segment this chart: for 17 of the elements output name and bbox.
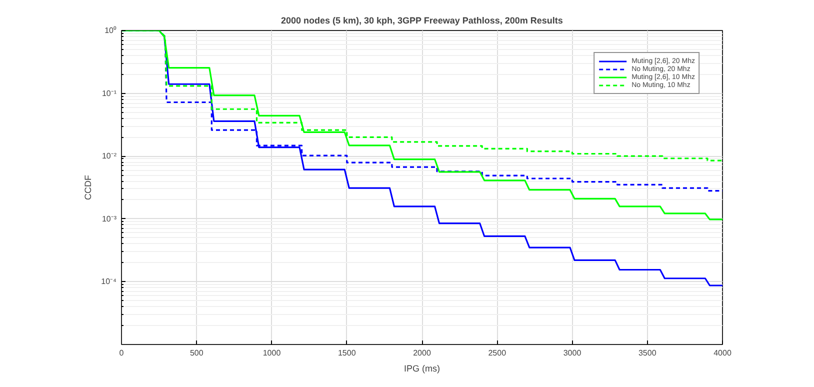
y-tick-label: 10⁻³ xyxy=(102,214,117,224)
x-tick-label: 1500 xyxy=(338,348,356,358)
chart-title: 2000 nodes (5 km), 30 kph, 3GPP Freeway Pathloss, 200m Results xyxy=(280,16,563,26)
x-tick-label: 4000 xyxy=(714,348,732,358)
x-tick-label: 500 xyxy=(190,348,204,358)
x-tick-label: 0 xyxy=(119,348,124,358)
y-tick-label: 10⁻¹ xyxy=(102,88,117,98)
y-tick-label: 10⁻⁴ xyxy=(101,277,118,286)
x-tick-label: 1000 xyxy=(262,348,282,358)
y-tick-label: 10⁻² xyxy=(102,152,117,161)
x-tick-label: 2000 xyxy=(413,348,432,358)
x-axis-title: IPG (ms) xyxy=(404,364,440,374)
x-tick-label: 3000 xyxy=(563,348,582,358)
x-tick-label: 3500 xyxy=(638,348,657,358)
y-tick-label: 10⁰ xyxy=(104,26,117,35)
y-axis-title: CCDF xyxy=(83,174,94,200)
x-tick-label: 2500 xyxy=(488,348,507,358)
